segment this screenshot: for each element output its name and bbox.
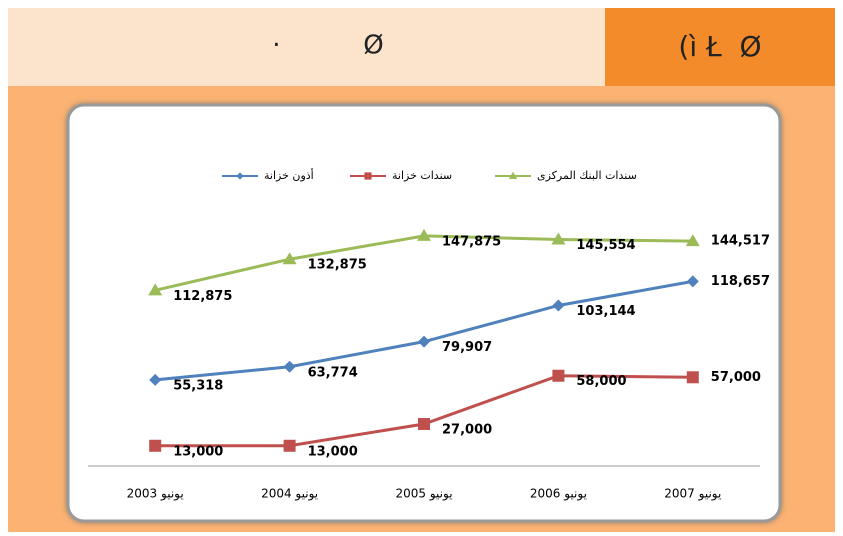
marker xyxy=(283,439,296,452)
data-label: 27,000 xyxy=(442,422,492,437)
data-label: 103,144 xyxy=(576,304,635,319)
data-label: 112,875 xyxy=(173,289,232,304)
legend-label: أذون خزانة xyxy=(264,168,314,182)
x-tick-label: يونيو 2007 xyxy=(664,487,721,502)
marker xyxy=(685,234,700,247)
data-label: 57,000 xyxy=(711,370,761,385)
marker xyxy=(364,172,372,180)
x-tick-label: يونيو 2003 xyxy=(127,487,184,502)
marker xyxy=(148,283,163,296)
header-subtitle: · Ø xyxy=(272,31,383,61)
header-band xyxy=(8,8,605,86)
x-tick-label: يونيو 2006 xyxy=(530,487,587,502)
data-label: 13,000 xyxy=(173,444,223,459)
marker xyxy=(149,373,162,386)
data-label: 79,907 xyxy=(442,340,492,355)
data-label: 147,875 xyxy=(442,234,501,249)
legend-label: سندات البنك المركزى xyxy=(537,169,637,182)
x-tick-label: يونيو 2004 xyxy=(261,487,318,502)
marker xyxy=(418,417,430,430)
marker xyxy=(418,335,430,348)
legend-label: سندات خزانة xyxy=(392,169,452,182)
marker xyxy=(282,252,297,265)
header-title: (ì Ł Ø xyxy=(678,30,761,63)
chart-card xyxy=(66,103,782,523)
marker xyxy=(236,172,244,180)
data-label: 145,554 xyxy=(576,238,635,253)
x-tick-label: يونيو 2005 xyxy=(395,487,452,502)
data-label: 58,000 xyxy=(576,374,626,389)
marker xyxy=(283,360,296,373)
data-label: 63,774 xyxy=(308,365,358,380)
data-label: 118,657 xyxy=(711,274,770,289)
data-label: 132,875 xyxy=(308,258,367,273)
marker xyxy=(552,299,565,312)
data-label: 144,517 xyxy=(711,234,770,249)
marker xyxy=(508,171,518,179)
marker xyxy=(551,232,566,245)
data-label: 13,000 xyxy=(308,444,358,459)
header-box xyxy=(605,8,835,86)
marker xyxy=(149,439,162,452)
marker xyxy=(686,275,699,288)
marker xyxy=(686,371,699,384)
chart: يونيو 2003 يونيو 2004 يونيو 2005 يونيو 2006… xyxy=(88,168,770,502)
marker xyxy=(417,228,431,241)
marker xyxy=(552,369,565,382)
data-label: 55,318 xyxy=(173,378,223,393)
